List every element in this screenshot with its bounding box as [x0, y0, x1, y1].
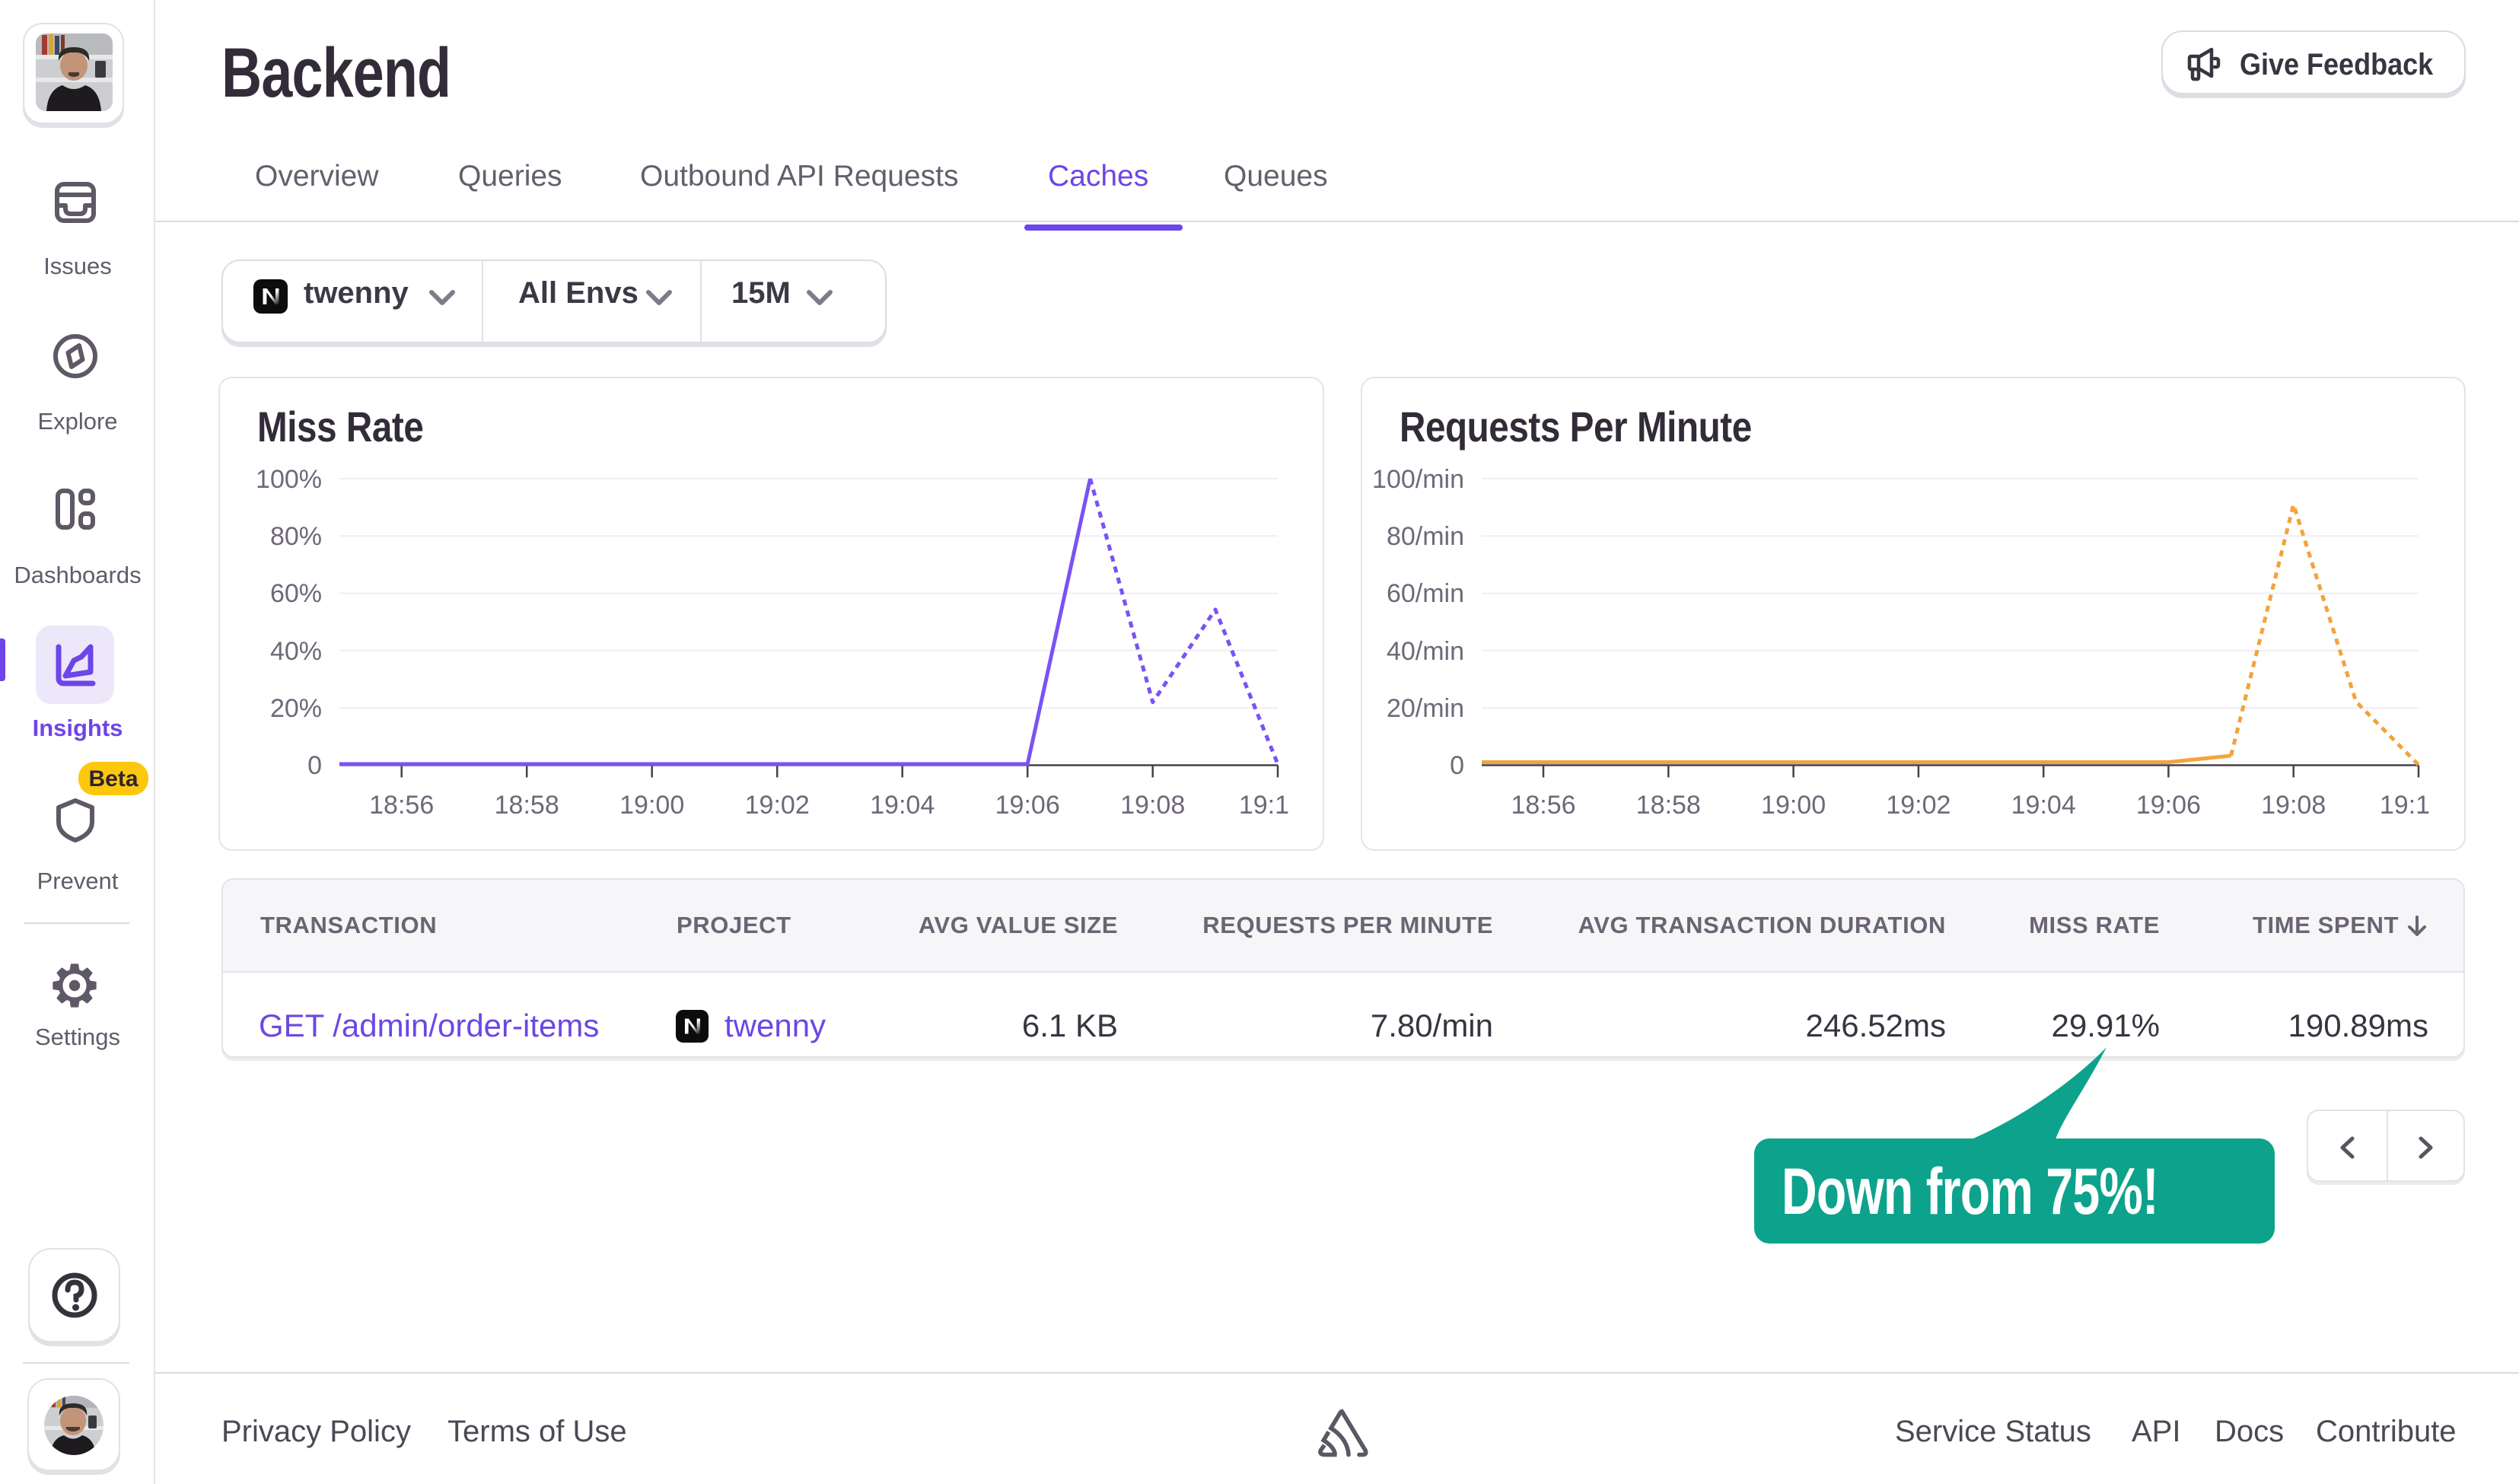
- svg-text:18:56: 18:56: [1511, 791, 1575, 820]
- svg-text:19:08: 19:08: [2261, 791, 2326, 820]
- svg-text:19:1: 19:1: [2380, 791, 2430, 820]
- svg-text:60%: 60%: [270, 579, 322, 608]
- svg-text:19:00: 19:00: [1761, 791, 1826, 820]
- svg-text:60/min: 60/min: [1387, 579, 1464, 608]
- svg-text:40/min: 40/min: [1387, 637, 1464, 666]
- svg-text:100%: 100%: [256, 465, 322, 494]
- svg-text:20/min: 20/min: [1387, 694, 1464, 723]
- svg-text:19:02: 19:02: [1886, 791, 1951, 820]
- svg-text:40%: 40%: [270, 637, 322, 666]
- svg-text:18:56: 18:56: [369, 791, 434, 820]
- svg-text:20%: 20%: [270, 694, 322, 723]
- svg-text:19:08: 19:08: [1120, 791, 1185, 820]
- svg-text:19:02: 19:02: [745, 791, 810, 820]
- svg-text:100/min: 100/min: [1372, 465, 1464, 494]
- svg-text:19:06: 19:06: [2136, 791, 2201, 820]
- svg-text:18:58: 18:58: [1636, 791, 1701, 820]
- svg-text:19:04: 19:04: [870, 791, 935, 820]
- svg-text:0: 0: [307, 751, 322, 780]
- svg-text:0: 0: [1450, 751, 1464, 780]
- svg-text:80%: 80%: [270, 522, 322, 551]
- svg-text:80/min: 80/min: [1387, 522, 1464, 551]
- svg-text:19:1: 19:1: [1239, 791, 1289, 820]
- svg-text:19:00: 19:00: [619, 791, 684, 820]
- svg-text:19:06: 19:06: [995, 791, 1060, 820]
- svg-text:18:58: 18:58: [495, 791, 559, 820]
- svg-text:19:04: 19:04: [2011, 791, 2076, 820]
